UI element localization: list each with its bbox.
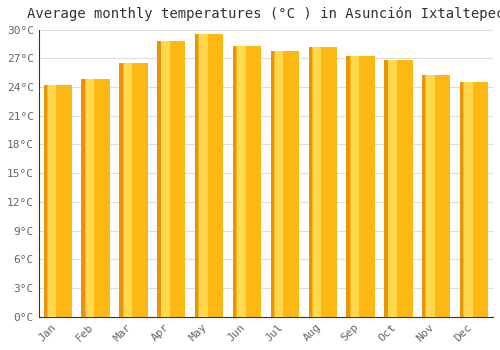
Bar: [119, 63, 122, 317]
Bar: [124, 63, 132, 317]
Bar: [199, 34, 207, 317]
Bar: [162, 41, 170, 317]
Bar: [346, 56, 350, 317]
Bar: [270, 51, 274, 317]
Bar: [313, 47, 322, 317]
Bar: [86, 79, 94, 317]
Bar: [157, 41, 160, 317]
Bar: [346, 56, 375, 317]
Bar: [464, 82, 472, 317]
Bar: [388, 60, 397, 317]
Bar: [237, 46, 246, 317]
Bar: [460, 82, 488, 317]
Bar: [44, 85, 47, 317]
Bar: [384, 60, 412, 317]
Bar: [157, 41, 186, 317]
Bar: [270, 51, 299, 317]
Bar: [119, 63, 148, 317]
Bar: [44, 85, 72, 317]
Bar: [233, 46, 236, 317]
Bar: [275, 51, 283, 317]
Bar: [82, 79, 110, 317]
Bar: [460, 82, 464, 317]
Bar: [422, 75, 426, 317]
Bar: [195, 34, 198, 317]
Bar: [422, 75, 450, 317]
Bar: [308, 47, 337, 317]
Bar: [82, 79, 85, 317]
Bar: [426, 75, 435, 317]
Bar: [195, 34, 224, 317]
Bar: [233, 46, 261, 317]
Bar: [48, 85, 56, 317]
Title: Average monthly temperatures (°C ) in Asunción Ixtaltepec: Average monthly temperatures (°C ) in As…: [27, 7, 500, 21]
Bar: [308, 47, 312, 317]
Bar: [350, 56, 359, 317]
Bar: [384, 60, 388, 317]
